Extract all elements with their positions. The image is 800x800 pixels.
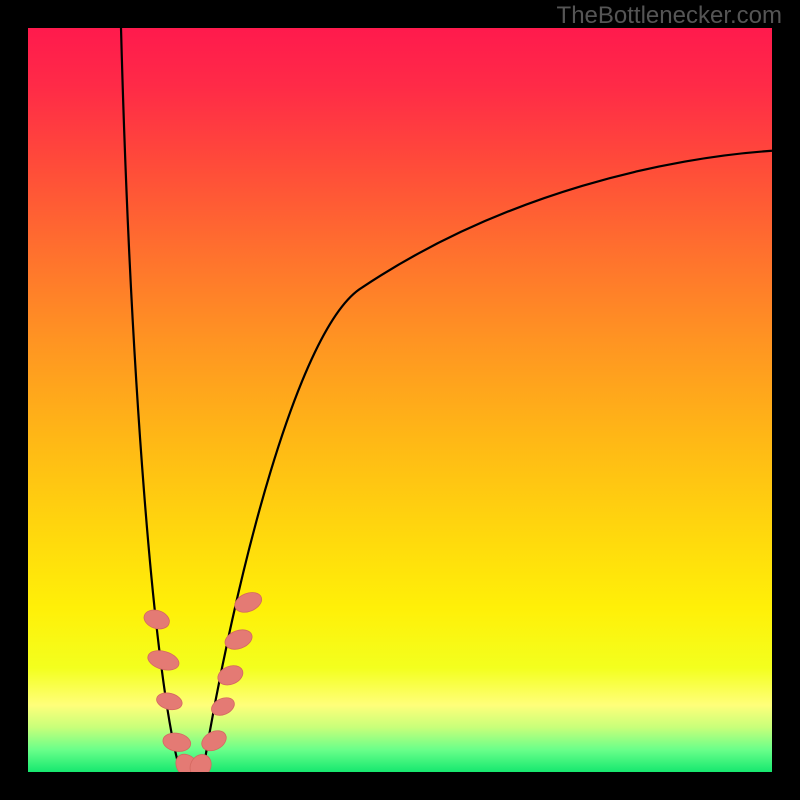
curve-markers bbox=[142, 589, 265, 772]
curve-marker bbox=[232, 589, 265, 616]
curve-right-branch bbox=[181, 151, 772, 772]
chart-frame: TheBottlenecker.com bbox=[0, 0, 800, 800]
watermark-text: TheBottlenecker.com bbox=[557, 2, 782, 30]
curve-marker bbox=[222, 626, 254, 652]
plot-area bbox=[28, 28, 772, 772]
curve-marker bbox=[146, 647, 182, 673]
curve-marker bbox=[142, 607, 172, 632]
curve-marker bbox=[198, 727, 229, 755]
curve-marker bbox=[155, 690, 184, 712]
curve-marker bbox=[161, 731, 192, 754]
curve-overlay bbox=[28, 28, 772, 772]
